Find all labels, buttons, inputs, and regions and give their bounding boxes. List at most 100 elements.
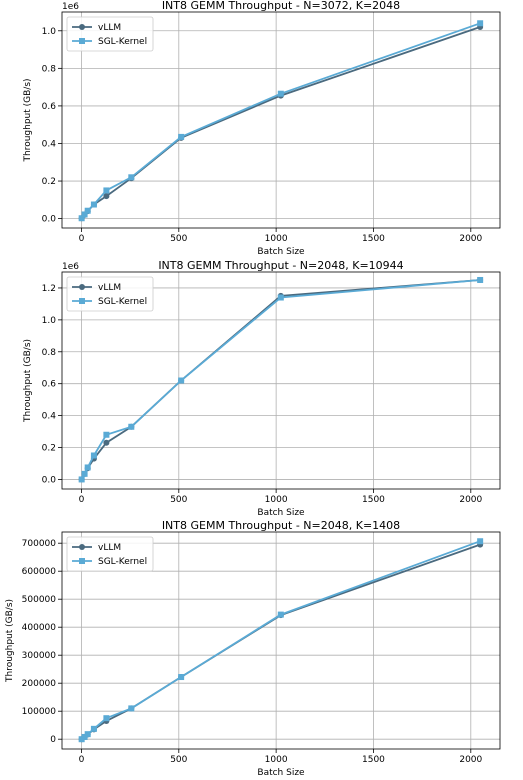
chart-title: INT8 GEMM Throughput - N=2048, K=10944 — [158, 260, 403, 272]
legend-marker-vllm — [79, 24, 85, 30]
data-point-sgl-kernel — [81, 470, 88, 477]
chart-1: INT8 GEMM Throughput - N=3072, K=2048 0 50… — [23, 0, 501, 257]
x-axis-label: Batch Size — [257, 247, 305, 257]
data-point-vllm — [103, 439, 110, 446]
data-point-sgl-kernel — [84, 731, 91, 738]
data-point-sgl-kernel — [78, 476, 85, 483]
data-point-sgl-kernel — [477, 20, 484, 27]
y-tick-label: 0.4 — [42, 139, 57, 149]
y-offset-text: 1e6 — [62, 262, 79, 272]
legend-box — [66, 536, 154, 572]
y-axis-label: Throughput (GB/s) — [5, 599, 15, 683]
x-tick-label: 500 — [170, 234, 187, 244]
legend-box — [66, 276, 154, 312]
x-tick-label: 2000 — [459, 755, 482, 765]
data-point-sgl-kernel — [277, 611, 284, 618]
y-tick-label: 100000 — [22, 707, 57, 717]
y-tick-label: 300000 — [22, 651, 57, 661]
legend-label: SGL-Kernel — [98, 297, 147, 307]
data-point-sgl-kernel — [81, 211, 88, 218]
x-tick-label: 0 — [79, 495, 85, 505]
data-point-sgl-kernel — [178, 133, 185, 140]
x-tick-label: 2000 — [459, 234, 482, 244]
x-tick-label: 1500 — [362, 755, 385, 765]
data-point-sgl-kernel — [178, 377, 185, 384]
y-axis-label: Throughput (GB/s) — [23, 339, 33, 423]
data-point-sgl-kernel — [178, 674, 185, 681]
y-tick-label: 600000 — [22, 567, 57, 577]
legend-marker-sgl-kernel — [79, 38, 85, 44]
y-tick-label: 0 — [50, 735, 56, 745]
x-tick-label: 1500 — [362, 234, 385, 244]
series-line-vllm — [81, 26, 481, 219]
y-tick-label: 0.6 — [42, 380, 57, 390]
legend-marker-vllm — [79, 284, 85, 290]
y-tick-label: 1.2 — [42, 284, 56, 294]
x-tick-label: 500 — [170, 495, 187, 505]
data-point-sgl-kernel — [128, 705, 135, 712]
data-point-sgl-kernel — [90, 725, 97, 732]
data-point-sgl-kernel — [477, 276, 484, 283]
y-tick-label: 500000 — [22, 595, 57, 605]
series-line-vllm — [81, 543, 481, 740]
y-tick-label: 1.0 — [42, 316, 57, 326]
data-point-sgl-kernel — [81, 733, 88, 740]
x-axis-label: Batch Size — [257, 768, 305, 778]
data-point-sgl-kernel — [90, 201, 97, 208]
x-tick-label: 1000 — [265, 755, 288, 765]
legend-marker-sgl-kernel — [79, 298, 85, 304]
y-tick-label: 700000 — [22, 539, 57, 549]
y-tick-label: 0.8 — [42, 64, 57, 74]
data-point-sgl-kernel — [477, 538, 484, 545]
chart-2: INT8 GEMM Throughput - N=2048, K=10944 0 5… — [23, 260, 501, 518]
series-line-sgl-kernel — [80, 22, 481, 219]
y-tick-label: 200000 — [22, 679, 57, 689]
plot-frame — [61, 271, 501, 490]
x-axis-label: Batch Size — [257, 508, 305, 518]
data-point-sgl-kernel — [84, 464, 91, 471]
y-tick-label: 0.0 — [42, 475, 57, 485]
x-tick-label: 1000 — [265, 495, 288, 505]
data-point-sgl-kernel — [90, 452, 97, 459]
x-tick-label: 2000 — [459, 495, 482, 505]
data-point-sgl-kernel — [128, 423, 135, 430]
data-point-sgl-kernel — [277, 90, 284, 97]
legend-label: SGL-Kernel — [98, 37, 147, 47]
y-tick-label: 0.0 — [42, 215, 57, 225]
y-tick-label: 0.4 — [42, 412, 57, 422]
legend: vLLM SGL-Kernel — [66, 536, 154, 572]
x-tick-label: 500 — [170, 755, 187, 765]
y-tick-label: 0.2 — [42, 444, 56, 454]
data-point-vllm — [103, 193, 110, 200]
plot-frame — [61, 531, 501, 750]
legend: vLLM SGL-Kernel — [66, 276, 154, 312]
x-tick-label: 1500 — [362, 495, 385, 505]
data-point-sgl-kernel — [277, 294, 284, 301]
legend-label: vLLM — [98, 543, 121, 553]
x-tick-label: 0 — [79, 234, 85, 244]
plot-frame — [61, 11, 501, 229]
data-point-sgl-kernel — [103, 187, 110, 194]
y-offset-text: 1e6 — [62, 2, 79, 12]
x-tick-label: 0 — [79, 755, 85, 765]
data-point-sgl-kernel — [103, 431, 110, 438]
legend: vLLM SGL-Kernel — [66, 16, 154, 52]
y-tick-label: 0.6 — [42, 102, 57, 112]
legend-marker-vllm — [79, 544, 85, 550]
y-tick-label: 1.0 — [42, 27, 57, 37]
y-tick-label: 0.8 — [42, 348, 57, 358]
chart-3: INT8 GEMM Throughput - N=2048, K=1408 0 50… — [5, 520, 501, 778]
legend-label: SGL-Kernel — [98, 557, 147, 567]
data-point-sgl-kernel — [84, 207, 91, 214]
legend-label: vLLM — [98, 23, 121, 33]
data-point-sgl-kernel — [103, 715, 110, 722]
x-tick-label: 1000 — [265, 234, 288, 244]
chart-title: INT8 GEMM Throughput - N=2048, K=1408 — [162, 520, 400, 532]
data-point-sgl-kernel — [78, 215, 85, 222]
legend-marker-sgl-kernel — [79, 558, 85, 564]
y-axis-label: Throughput (GB/s) — [23, 78, 33, 162]
legend-box — [66, 16, 154, 52]
y-tick-label: 400000 — [22, 623, 57, 633]
y-tick-label: 0.2 — [42, 177, 56, 187]
